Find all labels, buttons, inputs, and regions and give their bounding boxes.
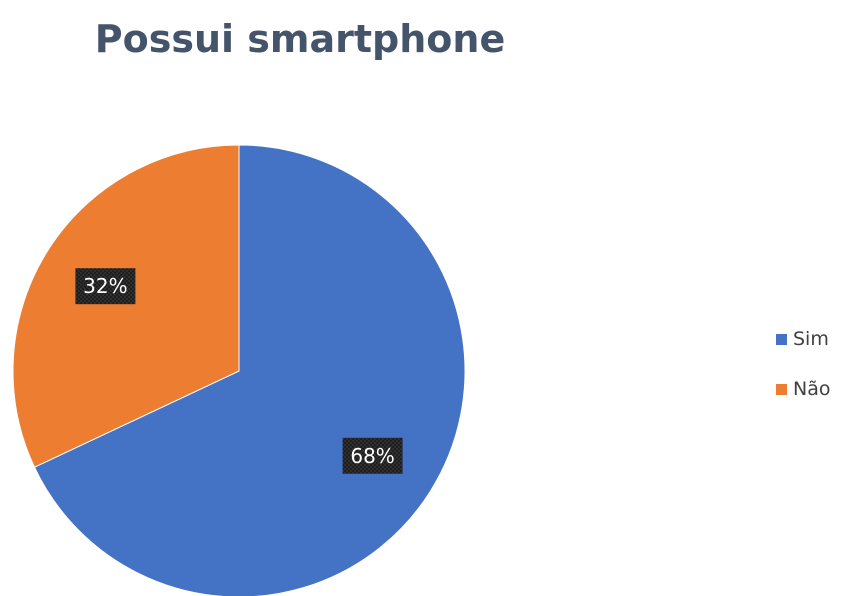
legend-label-sim: Sim	[793, 328, 829, 350]
legend-label-nao: Não	[793, 378, 830, 400]
pie-slice-sim	[33, 144, 466, 596]
pie-slices	[12, 144, 466, 596]
data-label-box	[342, 437, 403, 474]
data-labels: 68% 32%	[75, 268, 403, 474]
data-label-text: 32%	[83, 274, 127, 298]
legend-swatch-sim	[776, 334, 787, 345]
pie-slice-nao	[12, 144, 240, 468]
data-label-box	[75, 268, 136, 305]
legend-item-nao: Não	[776, 378, 830, 400]
legend-swatch-nao	[776, 384, 787, 395]
data-label-nao: 32%	[75, 268, 136, 305]
data-label-text: 68%	[350, 444, 394, 468]
data-label-sim: 68%	[342, 437, 403, 474]
chart-title: Possui smartphone	[95, 17, 505, 61]
legend: Sim Não	[776, 328, 830, 400]
legend-item-sim: Sim	[776, 328, 829, 350]
